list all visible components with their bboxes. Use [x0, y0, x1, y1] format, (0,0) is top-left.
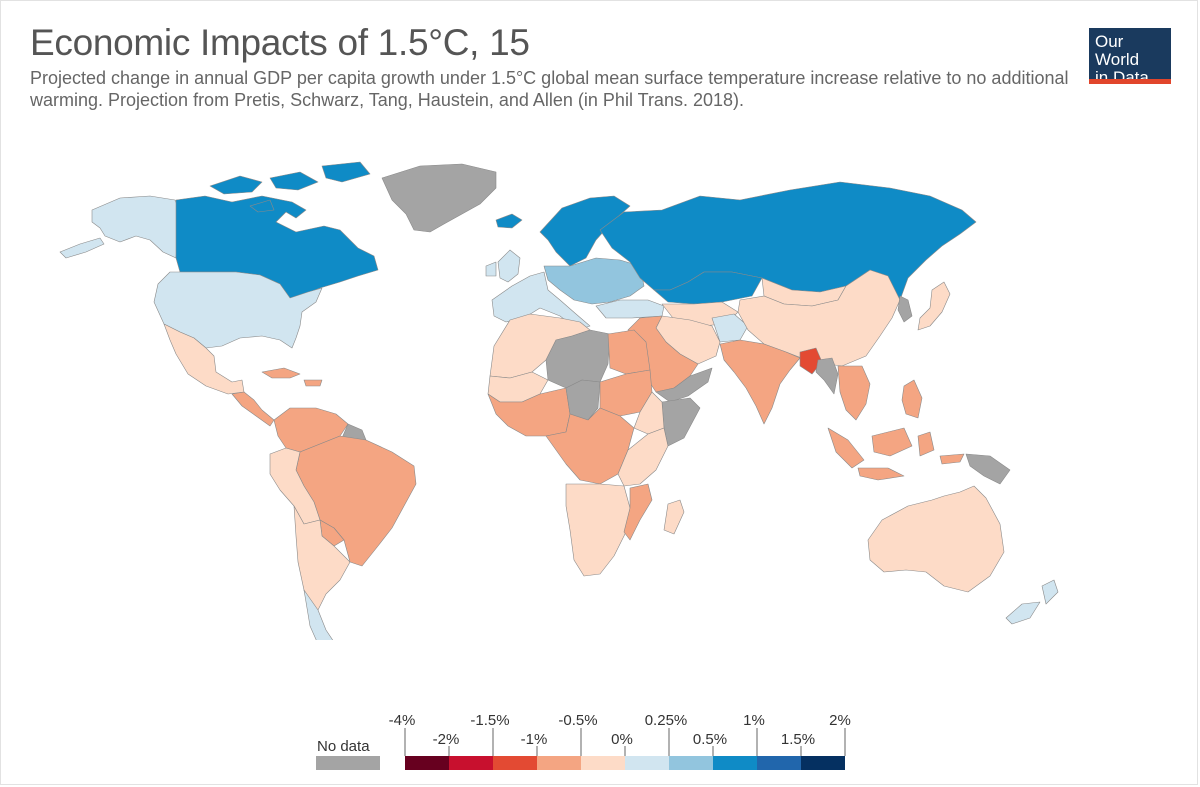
- legend-label-neg-0-5: -0.5%: [558, 712, 597, 729]
- region-central-africa[interactable]: [545, 407, 635, 485]
- region-mexico[interactable]: [163, 323, 245, 395]
- region-myanmar[interactable]: [815, 357, 839, 395]
- region-southern-africa[interactable]: [565, 483, 631, 577]
- legend-label-neg-4: -4%: [389, 712, 416, 729]
- legend-bin-0-5-to-1: [713, 756, 757, 770]
- legend-label-1: 1%: [743, 712, 765, 729]
- logo-line-2: in Data: [1095, 68, 1149, 87]
- region-argentina-chile[interactable]: [293, 505, 351, 617]
- region-korea[interactable]: [897, 295, 913, 323]
- region-patagonia[interactable]: [303, 589, 334, 640]
- legend-label-neg-1-5: -1.5%: [470, 712, 509, 729]
- chart-subtitle: Projected change in annual GDP per capit…: [30, 68, 1069, 110]
- legend-label-neg-1: -1%: [521, 731, 548, 748]
- legend-bin-1-to-1-5: [757, 756, 801, 770]
- legend-bin-0-to-0-25: [625, 756, 669, 770]
- region-iceland[interactable]: [495, 213, 523, 229]
- legend-bin-0-25-to-0-5: [669, 756, 713, 770]
- region-canadian-islands[interactable]: [209, 161, 371, 213]
- legend-bin-1-5-to-2: [801, 756, 845, 770]
- region-philippines[interactable]: [901, 379, 923, 419]
- logo-line-1: Our World: [1095, 32, 1140, 69]
- legend-no-data-swatch: [316, 756, 380, 770]
- legend-label-1-5: 1.5%: [781, 731, 815, 748]
- region-horn-of-africa[interactable]: [661, 397, 701, 447]
- region-afghanistan[interactable]: [711, 313, 749, 343]
- region-australia[interactable]: [867, 485, 1005, 593]
- region-central-america[interactable]: [231, 391, 275, 427]
- legend-bin-neg-2-to-neg-1-5: [449, 756, 493, 770]
- legend-label-0: 0%: [611, 731, 633, 748]
- legend-bin-neg-4-to-neg-2: [405, 756, 449, 770]
- region-peru-bolivia[interactable]: [269, 447, 321, 525]
- region-greenland[interactable]: [381, 163, 497, 233]
- region-caribbean[interactable]: [261, 367, 323, 387]
- chart-title: Economic Impacts of 1.5°C, 15: [30, 22, 530, 63]
- region-mozambique[interactable]: [623, 483, 653, 541]
- region-russia[interactable]: [599, 181, 977, 301]
- legend-label-0-5: 0.5%: [693, 731, 727, 748]
- legend-label-2: 2%: [829, 712, 851, 729]
- legend: No data -4% -1.5% -0.5% 0.25% 1% 2% -2% …: [316, 712, 851, 770]
- legend-label-neg-2: -2%: [433, 731, 460, 748]
- region-turkey[interactable]: [595, 299, 665, 319]
- legend-bin-neg-0-5-to-0: [581, 756, 625, 770]
- region-india[interactable]: [719, 339, 801, 425]
- region-eastern-europe[interactable]: [543, 257, 645, 305]
- world-map: [59, 161, 1059, 640]
- owid-logo[interactable]: Our World in Data: [1089, 28, 1171, 87]
- region-alaska-peninsula[interactable]: [59, 237, 105, 259]
- region-alaska[interactable]: [91, 195, 181, 259]
- legend-label-0-25: 0.25%: [645, 712, 688, 729]
- region-new-guinea[interactable]: [965, 453, 1011, 485]
- legend-bins: [405, 756, 845, 770]
- region-new-zealand[interactable]: [1005, 579, 1059, 625]
- legend-no-data-label: No data: [317, 738, 370, 755]
- legend-bin-neg-1-5-to-neg-1: [493, 756, 537, 770]
- region-southeast-asia[interactable]: [837, 365, 871, 421]
- logo-accent-bar: [1089, 79, 1171, 84]
- region-japan[interactable]: [917, 281, 951, 331]
- region-indonesia[interactable]: [827, 427, 965, 481]
- region-east-africa[interactable]: [617, 427, 669, 487]
- legend-bin-neg-1-to-neg-0-5: [537, 756, 581, 770]
- legend-tick-lines: [404, 728, 846, 756]
- region-madagascar[interactable]: [663, 499, 685, 535]
- region-uk-ireland[interactable]: [485, 249, 521, 283]
